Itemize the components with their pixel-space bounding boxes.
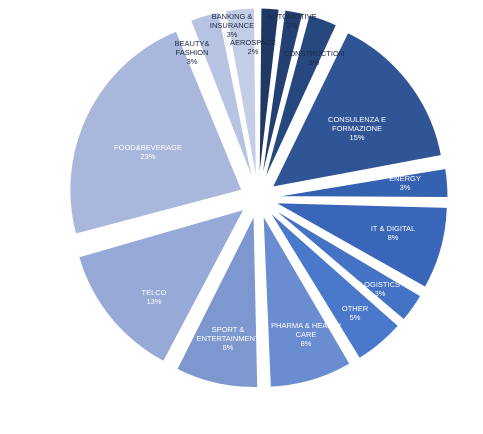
pie-slices [69,7,449,389]
slice-label-line: AUTOMOTIVE [267,12,316,21]
pie-slice-logistics [272,208,422,321]
slice-value-label: 3% [227,30,238,39]
pie-slice-banking-insurance [224,7,257,181]
slice-label-line: IT & DIGITAL [371,224,415,233]
slice-label-it-digital: IT & DIGITAL 8% [371,224,415,242]
pie-slice-automotive [260,9,304,181]
pie-slice-pharma-health-care [262,215,351,388]
slice-label-construction: CONSTRUCTION 3% [284,49,344,67]
slice-label-line: SPORT & [212,325,245,334]
slice-value-label: 13% [146,297,161,306]
slice-label-line: BANKING & [212,12,253,21]
slice-value-label: 3% [400,183,411,192]
slice-label-sport-entertainment: SPORT & ENTERTAINMENT 8% [196,325,259,352]
pie-slice-sport-entertainment [176,215,259,389]
slice-value-label: 2% [248,47,259,56]
slice-label-line: CARE [296,330,317,339]
slice-label-line: INSURANCE [210,21,254,30]
slice-label-line: PHARMA & HEALTH [271,321,341,330]
slice-label-aerospace: AEROSPACE 2% [230,38,276,56]
slice-label-logistics: LOGISTICS 3% [360,280,400,298]
slice-value-label: 8% [223,343,234,352]
slice-label-line: CONSTRUCTION [284,49,344,58]
slice-value-label: 3% [309,58,320,67]
pie-labels: AEROSPACE 2%AUTOMOTIVE 2%CONSTRUCTION 3%CON… [114,12,421,352]
slice-value-label: 8% [301,339,312,348]
slice-label-line: TELCO [141,288,166,297]
pie-slice-energy [275,167,449,199]
slice-label-food-beverage: FOOD&BEVERAGE 23% [114,143,182,161]
pie-slice-beauty-fashion [190,11,254,181]
slice-label-consulenza-e-formazione: CONSULENZA E FORMAZIONE 15% [328,115,386,142]
slice-label-energy: ENERGY 3% [389,174,421,192]
slice-label-line: LOGISTICS [360,280,400,289]
slice-label-pharma-health-care: PHARMA & HEALTH CARE 8% [271,321,341,348]
slice-label-line: ENERGY [389,174,421,183]
slice-label-line: CONSULENZA E [328,115,386,124]
slice-value-label: 15% [349,133,364,142]
slice-value-label: 3% [187,57,198,66]
slice-value-label: 23% [140,152,155,161]
slice-label-line: FORMAZIONE [332,124,382,133]
slice-label-line: FASHION [176,48,209,57]
pie-slice-consulenza-e-formazione [271,31,442,188]
pie-slice-aerospace [258,7,280,181]
pie-slice-construction [263,14,338,182]
slice-label-automotive: AUTOMOTIVE 2% [267,12,316,30]
slice-label-line: BEAUTY& [174,39,209,48]
pie-slice-telco [78,208,246,363]
slice-value-label: 8% [388,233,399,242]
pie-slice-it-digital [275,202,448,288]
slice-label-line: ENTERTAINMENT [196,334,259,343]
slice-value-label: 3% [375,289,386,298]
pie-slice-food-beverage [69,30,243,235]
slice-label-telco: TELCO 13% [141,288,166,306]
slice-label-line: OTHER [342,304,369,313]
slice-label-line: AEROSPACE [230,38,276,47]
slice-label-other: OTHER 5% [342,304,369,322]
pie-slice-other [269,211,400,360]
slice-value-label: 2% [287,21,298,30]
slice-value-label: 5% [350,313,361,322]
slice-label-line: FOOD&BEVERAGE [114,143,182,152]
slice-label-banking-insurance: BANKING & INSURANCE 3% [210,12,254,39]
slice-label-beauty-fashion: BEAUTY& FASHION 3% [174,39,209,66]
